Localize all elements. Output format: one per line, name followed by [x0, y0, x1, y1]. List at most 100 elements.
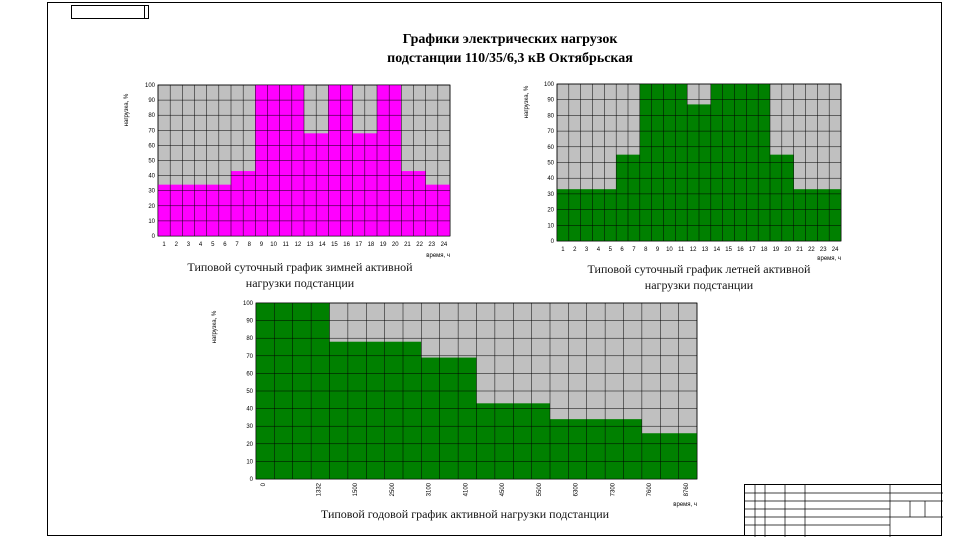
annual-xtick-label: 0	[261, 482, 267, 486]
annual-xtick-label: 5500	[537, 482, 543, 496]
winter-xtick-label: 5	[211, 242, 215, 248]
winter-xtick-label: 1	[162, 242, 166, 248]
annual-bar-8	[384, 341, 403, 479]
winter-xtick-label: 13	[307, 242, 314, 248]
summer-bar-3	[580, 189, 593, 241]
summer-ytick-label: 70	[547, 129, 554, 135]
winter-bar-24	[437, 184, 450, 236]
winter-ytick-label: 0	[152, 234, 156, 240]
winter-bar-8	[243, 171, 256, 236]
summer-xlabel: время, ч	[817, 256, 841, 262]
summer-bar-13	[699, 104, 711, 241]
winter-xtick-label: 3	[187, 242, 191, 248]
annual-ytick-label: 40	[246, 407, 253, 413]
annual-bar-20	[605, 419, 624, 479]
summer-xtick-label: 15	[725, 247, 732, 253]
annual-ytick-label: 80	[246, 336, 253, 342]
summer-ytick-label: 90	[547, 98, 554, 104]
annual-bar-21	[623, 419, 642, 479]
summer-xtick-label: 5	[609, 247, 613, 253]
annual-ytick-label: 10	[246, 459, 253, 465]
annual-xtick-label: 6300	[574, 482, 580, 496]
annual-ytick-label: 90	[246, 319, 253, 325]
summer-xtick-label: 8	[644, 247, 648, 253]
winter-ytick-label: 40	[148, 174, 155, 180]
summer-xtick-label: 22	[808, 247, 815, 253]
winter-xtick-label: 11	[283, 242, 290, 248]
winter-ytick-label: 80	[148, 113, 155, 119]
annual-bar-5	[329, 341, 348, 479]
summer-caption-line2: нагрузки подстанции	[644, 278, 754, 292]
winter-xtick-label: 6	[223, 242, 227, 248]
winter-xtick-label: 20	[392, 242, 399, 248]
summer-ytick-label: 80	[547, 113, 554, 119]
annual-xtick-label: 4500	[500, 482, 506, 496]
winter-bar-3	[182, 184, 195, 236]
summer-ytick-label: 60	[547, 145, 554, 151]
annual-bar-11	[439, 357, 459, 479]
annual-ytick-label: 20	[246, 442, 253, 448]
winter-caption-line1: Типовой суточный график зимней активной	[187, 260, 413, 274]
annual-bar-14	[494, 403, 514, 479]
winter-xtick-label: 12	[295, 242, 302, 248]
annual-bar-15	[513, 403, 532, 479]
summer-xtick-label: 14	[713, 247, 720, 253]
winter-bar-2	[170, 184, 183, 236]
winter-xtick-label: 4	[199, 242, 203, 248]
summer-xtick-label: 7	[632, 247, 636, 253]
summer-ytick-label: 40	[547, 176, 554, 182]
annual-xtick-label: 7600	[647, 482, 653, 496]
annual-bar-18	[568, 419, 587, 479]
winter-xtick-label: 16	[343, 242, 350, 248]
annual-xtick-label: 1332	[316, 482, 322, 496]
annual-xtick-label: 4100	[463, 482, 469, 496]
summer-caption-line1: Типовой суточный график летней активной	[587, 262, 811, 276]
summer-bar-5	[604, 189, 617, 241]
annual-bar-9	[403, 341, 422, 479]
winter-xtick-label: 18	[368, 242, 375, 248]
winter-xtick-label: 21	[404, 242, 411, 248]
annual-xtick-label: 2500	[390, 482, 396, 496]
summer-xtick-label: 20	[784, 247, 791, 253]
annual-caption-line: Типовой годовой график активной нагрузки…	[320, 507, 610, 521]
annual-bar-24	[678, 433, 697, 479]
summer-bar-24	[829, 189, 841, 241]
summer-xtick-label: 16	[737, 247, 744, 253]
annual-bar-7	[366, 341, 385, 479]
winter-bar-23	[425, 184, 438, 236]
winter-xtick-label: 22	[416, 242, 423, 248]
summer-ylabel: нагрузка, %	[524, 85, 530, 118]
winter-bar-6	[218, 184, 231, 236]
summer-xtick-label: 1	[561, 247, 565, 253]
annual-bar-10	[421, 357, 440, 479]
page-title-line1: Графики электрических нагрузок	[402, 32, 618, 47]
summer-ytick-label: 0	[551, 239, 555, 245]
annual-ytick-label: 70	[246, 354, 253, 360]
winter-xlabel: время, ч	[426, 253, 450, 259]
winter-ytick-label: 10	[148, 219, 155, 225]
winter-xtick-label: 14	[319, 242, 326, 248]
winter-ytick-label: 20	[148, 204, 155, 210]
winter-xtick-label: 15	[331, 242, 338, 248]
summer-xtick-label: 6	[620, 247, 624, 253]
summer-bar-21	[793, 189, 806, 241]
winter-xtick-label: 23	[428, 242, 435, 248]
summer-xtick-label: 4	[597, 247, 601, 253]
annual-ylabel: нагрузка, %	[212, 310, 218, 343]
summer-ytick-label: 20	[547, 208, 554, 214]
annual-bar-19	[586, 419, 606, 479]
winter-xtick-label: 10	[270, 242, 277, 248]
title-block	[744, 484, 943, 537]
summer-xtick-label: 19	[773, 247, 780, 253]
annual-bar-17	[550, 419, 569, 479]
summer-xtick-label: 12	[690, 247, 697, 253]
annual-xtick-label: 3100	[427, 482, 433, 496]
annual-xlabel: время, ч	[673, 502, 697, 508]
winter-ytick-label: 90	[148, 98, 155, 104]
annual-xtick-label: 8760	[684, 482, 690, 496]
summer-bar-7	[628, 154, 640, 241]
annual-bar-16	[531, 403, 550, 479]
winter-ytick-label: 50	[148, 159, 155, 165]
